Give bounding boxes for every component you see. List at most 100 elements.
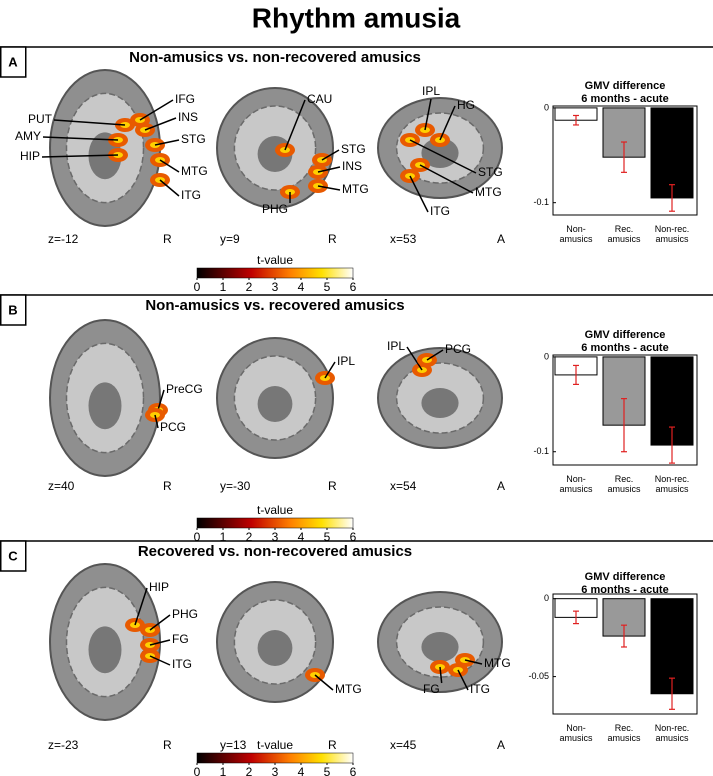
region-label: STG: [341, 142, 366, 156]
error-bar: [669, 184, 675, 212]
region-pointer: [42, 136, 119, 141]
colorbar: [196, 267, 354, 279]
region-label: INS: [342, 159, 362, 173]
region-pointer: [149, 614, 171, 631]
slice-coordinate: z=-12: [48, 232, 79, 246]
error-bar: [669, 677, 675, 710]
region-label: IFG: [175, 92, 195, 106]
chart-subtitle: 6 months - acute: [581, 584, 668, 596]
colorbar-tick-label: 0: [194, 765, 201, 776]
region-label: AMY: [15, 129, 41, 143]
slice-coordinate: z=-23: [48, 738, 79, 752]
y-tick-label: 0: [544, 351, 549, 361]
y-tick-label: -0.1: [533, 446, 549, 456]
region-label: STG: [181, 132, 206, 146]
brain-core: [421, 632, 459, 662]
slice-orientation: A: [497, 232, 505, 246]
slice-coordinate: x=53: [390, 232, 417, 246]
colorbar-tick-label: 1: [220, 280, 227, 294]
colorbar-tick-label: 2: [246, 530, 253, 544]
slice-coordinate: y=9: [220, 232, 240, 246]
slice-coordinate: z=40: [48, 479, 75, 493]
region-pointer: [149, 639, 171, 646]
region-label: ITG: [430, 204, 450, 218]
colorbar: [196, 752, 354, 764]
x-tick-label: Non-rec. amusics: [654, 224, 690, 244]
error-bar: [669, 426, 675, 464]
colorbar-tick-label: 3: [272, 280, 279, 294]
brain-core: [421, 138, 459, 168]
region-label: ITG: [470, 682, 490, 696]
region-label: IPL: [337, 354, 355, 368]
chart-title: GMV difference: [585, 571, 666, 583]
region-pointer: [457, 669, 469, 691]
brain-core: [88, 382, 122, 430]
bar: [650, 107, 694, 199]
region-label: STG: [478, 165, 503, 179]
chart-subtitle: 6 months - acute: [581, 93, 668, 105]
figure-title: Rhythm amusia: [252, 2, 461, 33]
colorbar-tick-label: 4: [298, 765, 305, 776]
region-label: HIP: [20, 149, 40, 163]
y-tick-label: 0: [544, 593, 549, 603]
x-tick-label: Rec. amusics: [607, 224, 641, 244]
colorbar-label: t-value: [257, 503, 293, 517]
region-pointer: [424, 98, 432, 131]
region-pointer: [134, 587, 148, 626]
region-pointer: [321, 149, 340, 161]
slice-coordinate: y=-30: [220, 479, 251, 493]
region-pointer: [139, 99, 174, 121]
region-label: MTG: [342, 182, 369, 196]
region-label: MTG: [181, 164, 208, 178]
colorbar-label: t-value: [257, 738, 293, 752]
region-label: FG: [172, 632, 189, 646]
region-label: IPL: [387, 339, 405, 353]
x-tick-label: Non-rec. amusics: [654, 723, 690, 743]
region-label: MTG: [484, 656, 511, 670]
chart-title: GMV difference: [585, 329, 666, 341]
region-pointer: [464, 659, 483, 665]
region-pointer: [439, 666, 443, 684]
region-label: PCG: [445, 342, 471, 356]
colorbar-tick-label: 4: [298, 280, 305, 294]
slice-orientation: R: [328, 479, 337, 493]
region-pointer: [324, 361, 336, 379]
colorbar-tick-label: 1: [220, 530, 227, 544]
region-pointer: [439, 105, 456, 141]
region-label: PCG: [160, 420, 186, 434]
region-pointer: [154, 414, 159, 429]
y-tick-label: 0: [544, 102, 549, 112]
error-bar: [573, 610, 579, 625]
region-label: HG: [457, 98, 475, 112]
error-bar: [621, 624, 627, 648]
colorbar-label: t-value: [257, 253, 293, 267]
colorbar-tick-label: 5: [324, 280, 331, 294]
slice-orientation: R: [163, 479, 172, 493]
colorbar-tick-label: 6: [350, 765, 357, 776]
colorbar-tick-label: 6: [350, 530, 357, 544]
colorbar-tick-label: 4: [298, 530, 305, 544]
region-pointer: [159, 159, 180, 173]
panel-label: C: [8, 548, 18, 563]
region-label: HIP: [149, 580, 169, 594]
slice-orientation: R: [163, 738, 172, 752]
region-label: FG: [423, 682, 440, 696]
region-label: ITG: [181, 188, 201, 202]
colorbar-tick-label: 2: [246, 765, 253, 776]
panel-heading: Non-amusics vs. recovered amusics: [145, 297, 404, 314]
region-pointer: [409, 139, 477, 174]
region-label: INS: [178, 110, 198, 124]
region-pointer: [159, 179, 180, 197]
colorbar-tick-label: 5: [324, 765, 331, 776]
colorbar-tick-label: 2: [246, 280, 253, 294]
region-pointer: [317, 185, 341, 191]
x-tick-label: Non- amusics: [559, 224, 593, 244]
y-tick-label: -0.1: [533, 197, 549, 207]
slice-orientation: A: [497, 479, 505, 493]
slice-coordinate: y=13: [220, 738, 247, 752]
panel-label: A: [8, 54, 18, 69]
region-pointer: [409, 175, 429, 213]
region-label: ITG: [172, 657, 192, 671]
